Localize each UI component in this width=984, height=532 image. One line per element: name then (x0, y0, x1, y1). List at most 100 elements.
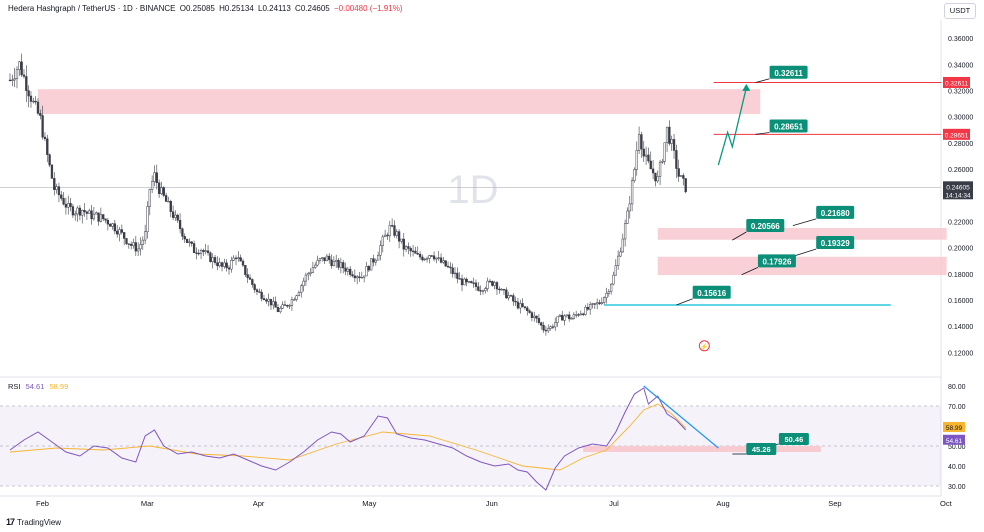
price-callout-label: 0.21680 (821, 209, 850, 218)
candle-body (164, 195, 168, 202)
candle-body (153, 172, 156, 182)
candle-body (139, 244, 142, 250)
candle-body (64, 203, 68, 208)
candle-body (188, 241, 191, 243)
high-value: H0.25134 (219, 4, 254, 13)
candle-body (519, 303, 522, 309)
candle-body (530, 312, 534, 318)
resistance-zone (37, 89, 761, 115)
price-tick-label: 0.16000 (948, 298, 973, 305)
candle-body (18, 61, 21, 70)
candle-body (288, 305, 291, 307)
candle-body (633, 169, 636, 181)
axis-price-badge-label: 0.32611 (945, 80, 968, 87)
change-value: −0.00480 (−1.91%) (333, 4, 403, 13)
candle-body (428, 255, 431, 259)
axis-price-badge-label: 0.28651 (945, 132, 969, 139)
candle-body (523, 306, 527, 309)
candle-body (241, 260, 245, 266)
price-callout-box[interactable] (769, 65, 808, 79)
candle-body (409, 248, 412, 252)
tradingview-logo[interactable]: 17 TradingView (6, 517, 61, 527)
candle-body (253, 284, 256, 290)
callout-pointer (676, 298, 693, 306)
low-value: L0.24113 (258, 4, 291, 13)
candle-body (402, 238, 405, 250)
candle-body (363, 275, 366, 278)
rsi-ma-value: 58.99 (49, 382, 69, 391)
candle-body (526, 307, 529, 312)
candle-body (540, 322, 543, 326)
candle-body (244, 265, 247, 275)
candle-body (265, 299, 268, 302)
candle-body (465, 278, 468, 283)
candle-body (146, 206, 149, 232)
candle-body (148, 189, 151, 207)
candle-body (589, 304, 592, 310)
price-callout-box[interactable] (757, 254, 796, 268)
candle-body (521, 303, 524, 307)
candle-body (248, 277, 252, 280)
candle-body (88, 210, 91, 214)
candle-body (605, 293, 608, 298)
price-tick-label: 0.14000 (948, 324, 973, 331)
rsi-label[interactable]: RSI (8, 382, 21, 391)
rsi-axis-badge-label: 58.99 (946, 425, 963, 432)
candle-body (202, 250, 205, 252)
candle-body (644, 154, 648, 157)
candle-body (535, 315, 538, 319)
rsi-callout-box[interactable] (778, 433, 809, 445)
candle-body (533, 315, 536, 318)
candle-body (167, 201, 170, 203)
candle-body (584, 306, 587, 315)
price-tick-label: 0.20000 (948, 246, 973, 253)
candle-body (556, 316, 559, 323)
candle-body (276, 307, 280, 313)
symbol-title[interactable]: Hedera Hashgraph / TetherUS · 1D · BINAN… (8, 4, 176, 13)
price-callout-box[interactable] (816, 236, 855, 250)
candle-body (111, 223, 114, 227)
rsi-tick-label: 30.00 (948, 484, 966, 491)
candle-body (614, 265, 617, 276)
interval-watermark: 1D (447, 168, 498, 212)
candle-body (323, 257, 326, 262)
price-callout-box[interactable] (816, 205, 855, 219)
candle-body (283, 304, 287, 306)
rsi-axis-badge (943, 434, 965, 445)
candle-body (575, 314, 578, 316)
currency-button[interactable]: USDT (944, 3, 976, 19)
candle-body (502, 289, 506, 291)
candle-body (137, 248, 140, 252)
candle-body (197, 252, 200, 255)
candle-body (71, 206, 75, 216)
candle-body (467, 281, 471, 283)
candle-body (670, 139, 673, 144)
price-tick-label: 0.12000 (948, 350, 973, 357)
candle-body (143, 231, 147, 241)
candle-body (213, 257, 217, 263)
candle-body (549, 326, 552, 329)
candle-body (621, 238, 624, 253)
candle-body (626, 210, 629, 224)
price-callout-box[interactable] (746, 218, 785, 232)
x-tick-label: Aug (716, 499, 729, 508)
candle-body (11, 79, 14, 82)
x-tick-label: Apr (253, 499, 265, 508)
candle-body (279, 307, 282, 313)
open-value: O0.25085 (179, 4, 215, 13)
price-callout-box[interactable] (692, 285, 731, 299)
lightning-icon[interactable] (698, 340, 710, 352)
candle-body (612, 274, 615, 285)
candle-body (623, 223, 627, 240)
candle-body (458, 278, 461, 280)
candle-body (325, 255, 329, 262)
rsi-trend-line (643, 385, 719, 449)
countdown-label: 14:14:34 (945, 192, 971, 199)
price-callout-box[interactable] (769, 119, 808, 133)
candle-body (488, 280, 492, 283)
candle-body (481, 290, 485, 292)
candle-body (157, 182, 161, 194)
rsi-callout-box[interactable] (746, 443, 777, 455)
